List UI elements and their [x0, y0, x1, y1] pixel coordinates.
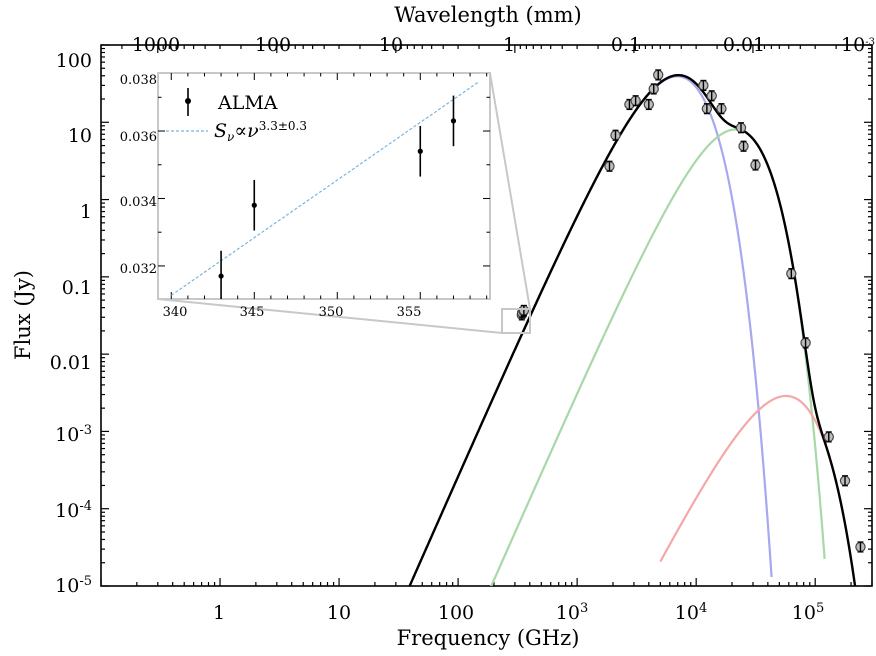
inset-x-tick-label: 350 [319, 305, 344, 320]
x-tick-label: 1 [213, 602, 225, 624]
inset-data-point [251, 179, 257, 231]
data-point [701, 103, 713, 115]
x2-tick-label: 1000 [132, 34, 180, 56]
inset-plot [170, 81, 479, 299]
x2-tick-label: 0.01 [723, 34, 765, 56]
data-point [786, 268, 797, 280]
inset-data-point [218, 250, 224, 299]
cold-dust-curve [513, 75, 773, 578]
x2-tick-label: 10 [379, 34, 403, 56]
main-ticks [100, 44, 873, 587]
inset-y-tick-label: 0.034 [120, 195, 157, 210]
y-axis-title: Flux (Jy) [11, 270, 35, 360]
inset-y-tick-label: 0.032 [120, 262, 157, 277]
data-point [643, 98, 655, 111]
legend-point-symbol [185, 98, 191, 104]
x-tick-label: 105 [792, 601, 824, 624]
x-tick-label: 10 [327, 602, 351, 624]
y-tick-label: 10-5 [55, 574, 92, 597]
x-tick-label: 103 [556, 601, 588, 624]
legend-alma-label: ALMA [217, 92, 278, 114]
data-point [800, 337, 811, 349]
data-point [604, 160, 615, 172]
x-tick-label: 100 [438, 602, 474, 624]
inset-point-marker [450, 118, 457, 124]
data-point [630, 95, 641, 107]
plot-frame [100, 44, 873, 587]
inset-ticks [158, 73, 490, 299]
inset-point-marker [251, 202, 257, 208]
x2-tick-label: 0.1 [611, 34, 641, 56]
y-tick-label: 100 [56, 50, 92, 72]
data-point [738, 140, 749, 152]
y-tick-label: 10-4 [55, 499, 92, 522]
data-point [839, 475, 851, 487]
x2-axis-title: Wavelength (mm) [394, 3, 582, 27]
zoom-box [501, 308, 531, 334]
x2-tick-label: 100 [255, 34, 291, 56]
y-tick-label: 10-3 [55, 423, 92, 446]
data-point [750, 159, 761, 171]
inset-point-marker [218, 273, 224, 279]
inset-x-tick-label: 355 [397, 305, 422, 320]
data-point [823, 431, 834, 443]
legend-fit-label: Sν∝ν3.3±0.3 [214, 119, 307, 144]
inset-y-tick-label: 0.036 [120, 130, 157, 145]
y-tick-label: 0.01 [50, 352, 92, 374]
zoom-connector [489, 72, 531, 310]
inset-data-point [450, 95, 457, 147]
data-point [698, 79, 709, 92]
x2-tick-label: 1 [503, 34, 515, 56]
inset-data-point [417, 125, 423, 177]
y-tick-label: 1 [80, 201, 92, 223]
data-point [624, 98, 635, 111]
inset-x-tick-label: 340 [163, 305, 188, 320]
data-point [518, 304, 530, 317]
inset-legend: ALMA Sν∝ν3.3±0.3 [166, 88, 307, 144]
data-point [855, 541, 866, 553]
data-point [735, 122, 747, 134]
warm-dust-curve [490, 128, 826, 586]
x-tick-label: 104 [675, 601, 707, 624]
data-point [706, 90, 717, 102]
model-curves [408, 73, 857, 586]
data-point [653, 69, 664, 81]
total-model-curve [408, 73, 857, 586]
inset-y-tick-label: 0.038 [120, 73, 157, 88]
y-tick-label: 0.1 [62, 277, 92, 299]
inset-point-marker [417, 148, 423, 154]
data-point [716, 103, 727, 115]
data-point [610, 129, 621, 141]
inset-frame [157, 72, 491, 300]
data-point [648, 83, 659, 95]
y-tick-label: 10 [68, 125, 92, 147]
hot-dust-curve [659, 394, 853, 563]
zoom-connector [157, 298, 503, 334]
data-points [516, 69, 866, 553]
inset-x-tick-label: 345 [240, 305, 265, 320]
power-law-fit-line [170, 81, 479, 296]
x-axis-title: Frequency (GHz) [397, 626, 580, 650]
